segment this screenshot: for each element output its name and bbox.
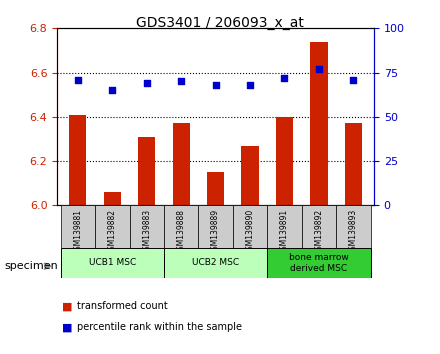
Text: bone marrow
derived MSC: bone marrow derived MSC: [289, 253, 349, 273]
Text: GDS3401 / 206093_x_at: GDS3401 / 206093_x_at: [136, 16, 304, 30]
FancyBboxPatch shape: [336, 205, 370, 248]
FancyBboxPatch shape: [164, 248, 267, 278]
Bar: [276, 117, 293, 205]
Point: [350, 77, 357, 82]
Text: transformed count: transformed count: [77, 301, 168, 311]
Text: GSM139893: GSM139893: [349, 209, 358, 255]
Point: [74, 77, 81, 82]
FancyBboxPatch shape: [61, 248, 164, 278]
FancyBboxPatch shape: [267, 205, 302, 248]
Text: GSM139882: GSM139882: [108, 209, 117, 255]
Point: [281, 75, 288, 81]
Bar: [310, 42, 327, 205]
Text: percentile rank within the sample: percentile rank within the sample: [77, 322, 242, 332]
Text: ■: ■: [62, 322, 72, 332]
Text: GSM139891: GSM139891: [280, 209, 289, 255]
FancyBboxPatch shape: [198, 205, 233, 248]
Text: GSM139892: GSM139892: [315, 209, 323, 255]
Bar: [242, 145, 259, 205]
Text: GSM139888: GSM139888: [177, 209, 186, 255]
FancyBboxPatch shape: [302, 205, 336, 248]
FancyBboxPatch shape: [95, 205, 129, 248]
Point: [246, 82, 253, 88]
Bar: [172, 124, 190, 205]
Text: GSM139889: GSM139889: [211, 209, 220, 255]
FancyBboxPatch shape: [61, 205, 95, 248]
Point: [178, 79, 185, 84]
Bar: [345, 124, 362, 205]
FancyBboxPatch shape: [164, 205, 198, 248]
Point: [315, 66, 323, 72]
Text: UCB2 MSC: UCB2 MSC: [192, 258, 239, 267]
Text: UCB1 MSC: UCB1 MSC: [89, 258, 136, 267]
Bar: [104, 192, 121, 205]
FancyBboxPatch shape: [233, 205, 267, 248]
FancyBboxPatch shape: [267, 248, 370, 278]
Bar: [138, 137, 155, 205]
Text: GSM139890: GSM139890: [246, 209, 254, 255]
Text: GSM139881: GSM139881: [73, 209, 82, 255]
Text: GSM139883: GSM139883: [142, 209, 151, 255]
Point: [109, 87, 116, 93]
Text: specimen: specimen: [4, 261, 58, 271]
Point: [212, 82, 219, 88]
Text: ■: ■: [62, 301, 72, 311]
Bar: [69, 115, 87, 205]
FancyBboxPatch shape: [129, 205, 164, 248]
Bar: [207, 172, 224, 205]
Point: [143, 80, 150, 86]
